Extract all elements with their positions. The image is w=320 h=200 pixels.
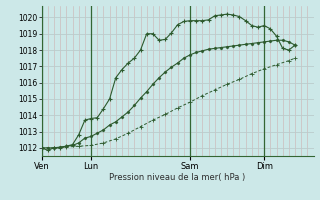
X-axis label: Pression niveau de la mer( hPa ): Pression niveau de la mer( hPa ) xyxy=(109,173,246,182)
